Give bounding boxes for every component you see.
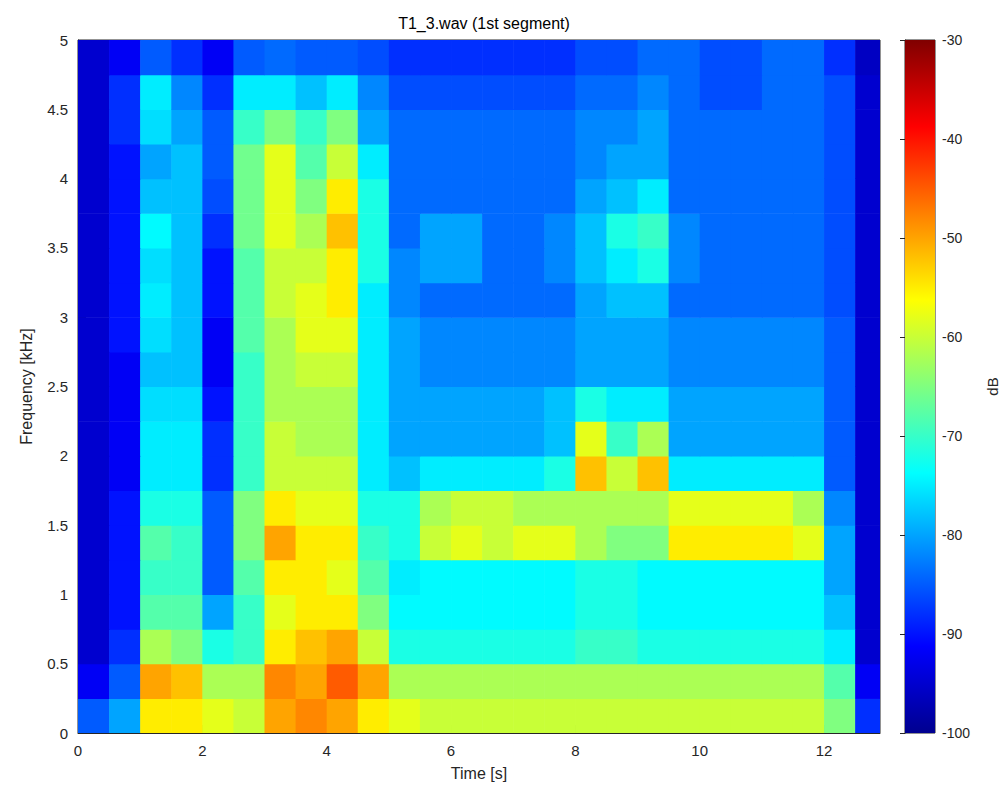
svg-text:-40: -40	[942, 131, 962, 147]
svg-text:0.5: 0.5	[47, 655, 68, 672]
svg-text:10: 10	[691, 742, 708, 759]
svg-text:0: 0	[60, 725, 68, 742]
svg-text:2: 2	[198, 742, 206, 759]
svg-text:Frequency [kHz]: Frequency [kHz]	[18, 328, 35, 444]
svg-text:5: 5	[60, 32, 68, 49]
svg-text:12: 12	[816, 742, 833, 759]
svg-text:dB: dB	[984, 377, 1001, 395]
svg-text:2.5: 2.5	[47, 378, 68, 395]
svg-text:-80: -80	[942, 527, 962, 543]
svg-text:3: 3	[60, 309, 68, 326]
svg-text:4: 4	[323, 742, 331, 759]
svg-text:0: 0	[74, 742, 82, 759]
svg-text:T1_3.wav (1st segment): T1_3.wav (1st segment)	[398, 15, 570, 33]
svg-text:-30: -30	[942, 32, 962, 48]
svg-text:-90: -90	[942, 626, 962, 642]
svg-text:-100: -100	[942, 725, 970, 741]
svg-text:3.5: 3.5	[47, 239, 68, 256]
svg-text:-70: -70	[942, 428, 962, 444]
svg-text:2: 2	[60, 447, 68, 464]
svg-text:4.5: 4.5	[47, 101, 68, 118]
svg-text:4: 4	[60, 170, 68, 187]
svg-text:1.5: 1.5	[47, 517, 68, 534]
svg-text:-60: -60	[942, 329, 962, 345]
svg-text:8: 8	[571, 742, 579, 759]
svg-text:Time [s]: Time [s]	[451, 765, 507, 782]
svg-text:6: 6	[447, 742, 455, 759]
svg-text:1: 1	[60, 586, 68, 603]
svg-text:-50: -50	[942, 230, 962, 246]
